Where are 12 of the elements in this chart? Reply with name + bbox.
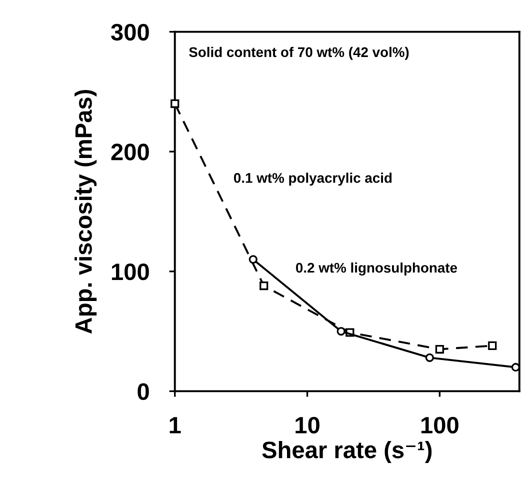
annotation: 0.2 wt% lignosulphonate — [296, 262, 458, 276]
y-tick-label: 200 — [111, 144, 149, 160]
annotation: Solid content of 70 wt% (42 vol%) — [189, 46, 409, 60]
x-tick-label: 100 — [421, 416, 458, 434]
y-axis-title: App. viscosity (mPas) — [74, 90, 97, 334]
y-tick-label: 0 — [138, 383, 149, 400]
x-axis-title: Shear rate (s⁻¹) — [262, 440, 432, 463]
y-tick-label: 100 — [112, 263, 149, 280]
x-tick-label: 10 — [296, 416, 320, 434]
annotation: 0.1 wt% polyacrylic acid — [234, 172, 392, 186]
y-tick-label: 300 — [111, 24, 149, 41]
x-tick-label: 1 — [170, 417, 181, 434]
